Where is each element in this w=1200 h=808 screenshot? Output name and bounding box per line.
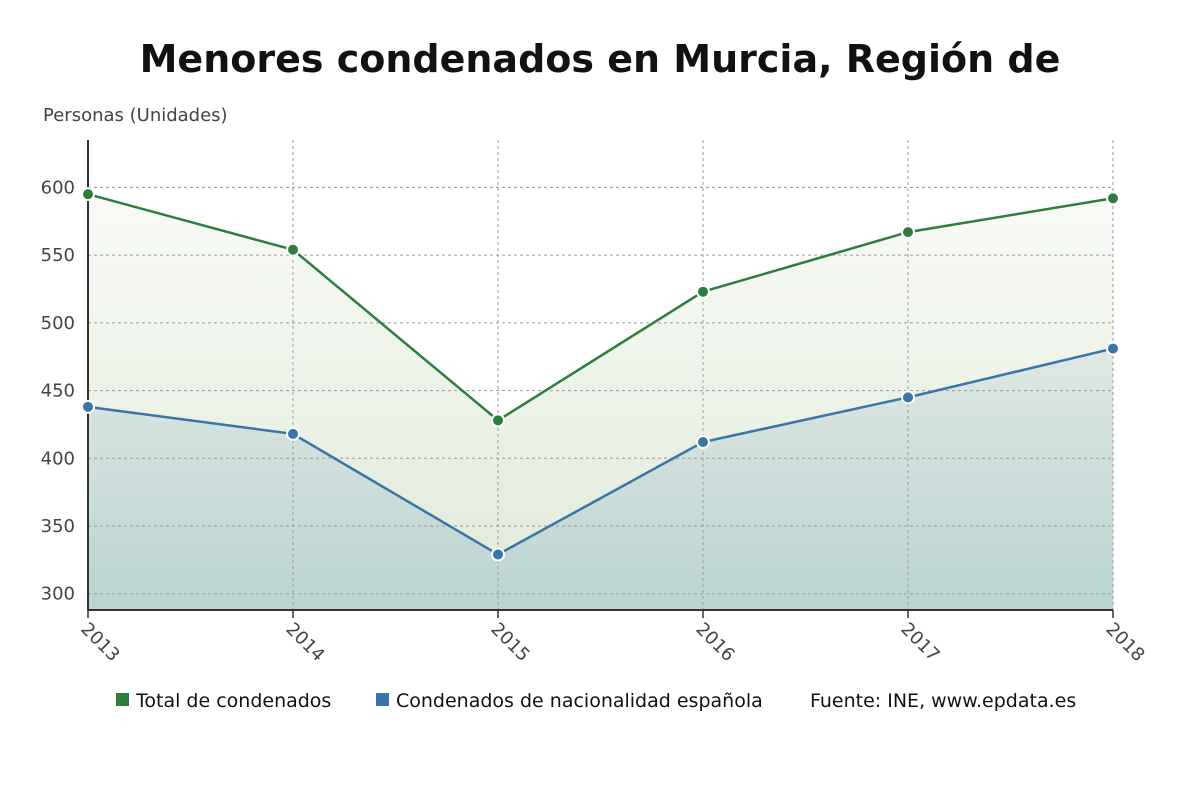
data-point[interactable] [491, 547, 505, 562]
series-line-2 [87, 347, 1114, 556]
legend-item-total: Total de condenados [135, 690, 331, 712]
data-point[interactable] [901, 225, 915, 240]
data-point[interactable] [286, 242, 300, 257]
y-tick-label: 400 [41, 448, 75, 469]
x-tick-label: 2013 [76, 619, 123, 666]
chart-title: Menores condenados en Murcia, Región de [140, 37, 1061, 81]
legend-swatch [376, 693, 389, 706]
x-tick-label: 2017 [896, 619, 943, 666]
y-tick-label: 500 [41, 313, 75, 334]
data-point[interactable] [1106, 341, 1120, 356]
data-point[interactable] [81, 187, 95, 202]
y-tick-label: 600 [41, 177, 75, 198]
plot-area: 300 350 400 450 500 550 600 2013 2014 2015 2016 201… [41, 140, 1149, 666]
y-tick-label: 450 [41, 381, 75, 402]
area-spanish [88, 348, 1113, 610]
source-text: Fuente: INE, www.epdata.es [810, 690, 1076, 712]
data-point[interactable] [901, 390, 915, 405]
series-line-1 [87, 192, 1114, 422]
data-point[interactable] [286, 426, 300, 441]
legend-item-spanish: Condenados de nacionalidad española [396, 690, 763, 712]
x-tick-label: 2014 [281, 619, 328, 666]
y-tick-label: 350 [41, 516, 75, 537]
x-tick-label: 2015 [486, 619, 533, 666]
data-point[interactable] [696, 435, 710, 450]
legend-swatch [116, 693, 129, 706]
data-point[interactable] [696, 284, 710, 299]
y-tick-label: 300 [41, 584, 75, 605]
data-point[interactable] [1106, 191, 1120, 206]
data-point[interactable] [491, 413, 505, 428]
data-point[interactable] [81, 399, 95, 414]
x-tick-label: 2018 [1101, 619, 1148, 666]
y-tick-label: 550 [41, 245, 75, 266]
area-total [88, 194, 1113, 555]
legend: Total de condenados Condenados de naciona… [116, 690, 1076, 712]
x-tick-label: 2016 [691, 619, 738, 666]
y-axis-label: Personas (Unidades) [43, 105, 228, 126]
